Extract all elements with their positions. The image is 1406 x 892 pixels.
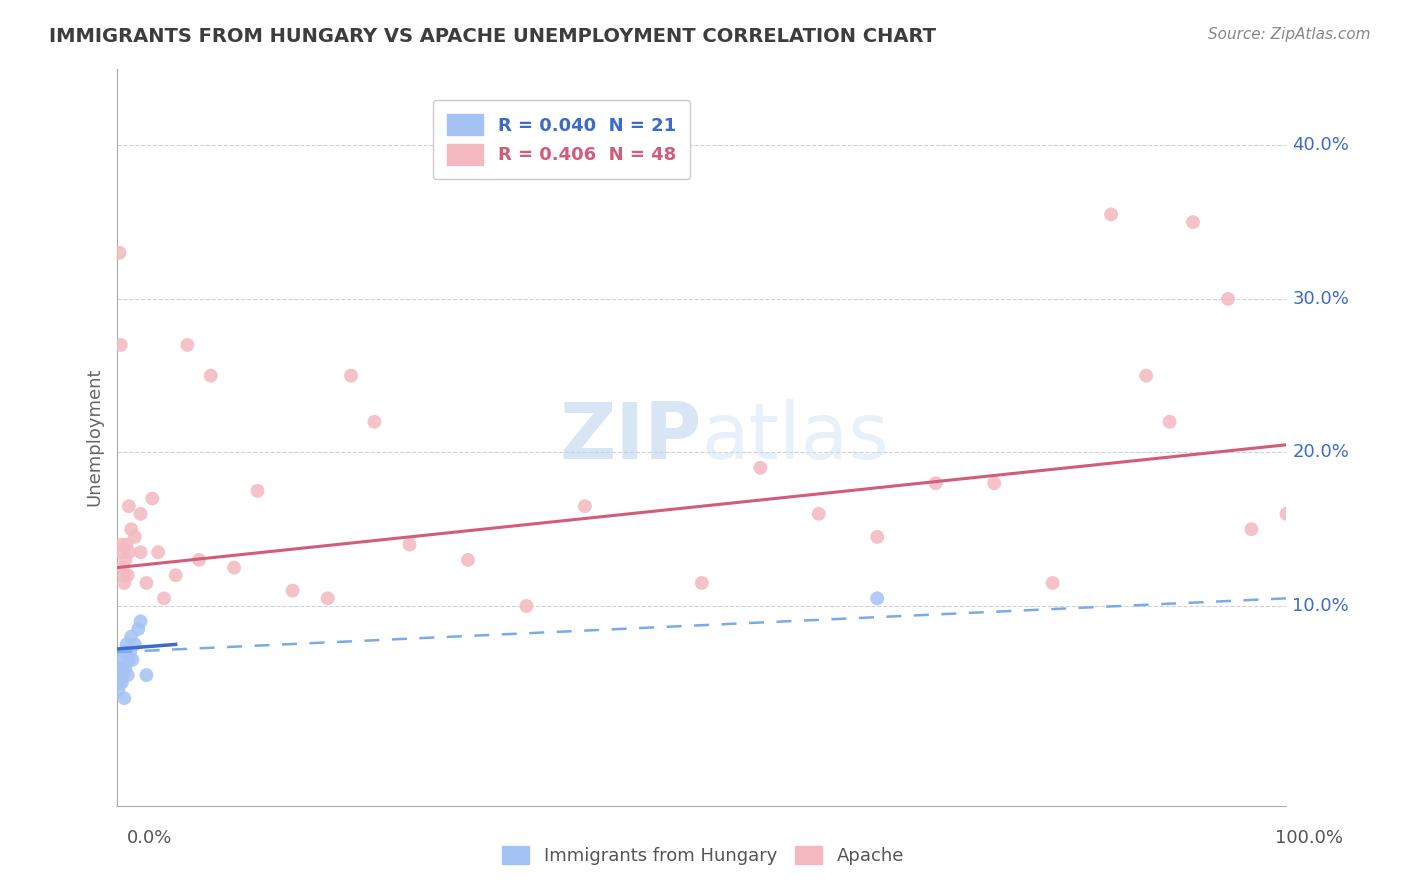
Point: [120, 522, 142, 536]
Point: [120, 630, 142, 644]
Point: [146, 545, 169, 559]
Point: [129, 507, 152, 521]
Point: [807, 507, 830, 521]
Point: [363, 415, 385, 429]
Point: [1135, 368, 1157, 383]
Text: ZIP: ZIP: [560, 399, 702, 475]
Point: [112, 576, 135, 591]
Point: [112, 653, 135, 667]
Point: [129, 545, 152, 559]
Point: [574, 499, 596, 513]
Legend: R = 0.040  N = 21, R = 0.406  N = 48: R = 0.040 N = 21, R = 0.406 N = 48: [433, 100, 690, 179]
Point: [110, 338, 132, 352]
Point: [108, 675, 131, 690]
Point: [112, 560, 135, 574]
Point: [316, 591, 339, 606]
Text: 100.0%: 100.0%: [1275, 829, 1343, 847]
Text: 30.0%: 30.0%: [1292, 290, 1350, 308]
Point: [1099, 207, 1122, 221]
Point: [983, 476, 1005, 491]
Point: [129, 615, 152, 629]
Point: [110, 660, 132, 674]
Point: [515, 599, 537, 613]
Point: [340, 368, 363, 383]
Point: [112, 691, 135, 706]
Point: [1216, 292, 1239, 306]
Point: [112, 568, 135, 582]
Text: 40.0%: 40.0%: [1292, 136, 1350, 154]
Point: [117, 668, 139, 682]
Text: IMMIGRANTS FROM HUNGARY VS APACHE UNEMPLOYMENT CORRELATION CHART: IMMIGRANTS FROM HUNGARY VS APACHE UNEMPL…: [49, 27, 936, 45]
Point: [117, 568, 139, 582]
Point: [925, 476, 948, 491]
Point: [1159, 415, 1181, 429]
Point: [457, 553, 479, 567]
Point: [108, 245, 131, 260]
Point: [866, 591, 889, 606]
Point: [112, 668, 135, 682]
Text: 0.0%: 0.0%: [127, 829, 172, 847]
Text: 10.0%: 10.0%: [1292, 597, 1350, 615]
Point: [114, 553, 136, 567]
Point: [176, 338, 198, 352]
Point: [224, 560, 246, 574]
Point: [118, 653, 141, 667]
Text: Source: ZipAtlas.com: Source: ZipAtlas.com: [1208, 27, 1371, 42]
Point: [1042, 576, 1064, 591]
Point: [111, 675, 134, 690]
Point: [124, 530, 146, 544]
Point: [690, 576, 713, 591]
Text: atlas: atlas: [702, 399, 890, 475]
Point: [110, 668, 132, 682]
Point: [112, 645, 135, 659]
Point: [200, 368, 222, 383]
Point: [135, 668, 157, 682]
Point: [118, 645, 141, 659]
Point: [281, 583, 304, 598]
Y-axis label: Unemployment: Unemployment: [86, 368, 103, 507]
Point: [111, 538, 134, 552]
Point: [1275, 507, 1298, 521]
Point: [141, 491, 163, 506]
Point: [188, 553, 211, 567]
Point: [107, 683, 129, 698]
Point: [115, 637, 138, 651]
Point: [1181, 215, 1204, 229]
Point: [866, 530, 889, 544]
Legend: Immigrants from Hungary, Apache: Immigrants from Hungary, Apache: [494, 837, 912, 874]
Point: [1240, 522, 1263, 536]
Point: [114, 660, 136, 674]
Point: [246, 483, 269, 498]
Point: [118, 499, 141, 513]
Point: [398, 538, 420, 552]
Point: [115, 538, 138, 552]
Point: [124, 637, 146, 651]
Point: [127, 622, 149, 636]
Point: [153, 591, 176, 606]
Point: [111, 545, 134, 559]
Point: [118, 545, 141, 559]
Point: [165, 568, 187, 582]
Point: [749, 460, 772, 475]
Text: 20.0%: 20.0%: [1292, 443, 1350, 461]
Point: [121, 653, 143, 667]
Point: [135, 576, 157, 591]
